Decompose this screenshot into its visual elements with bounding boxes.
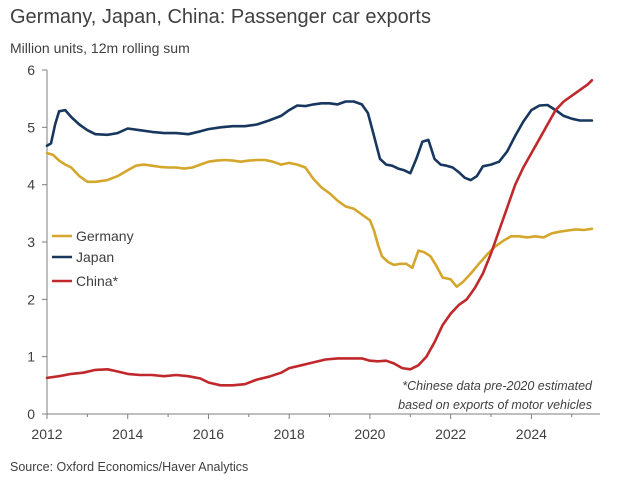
x-tick-label: 2024 — [516, 426, 547, 442]
x-tick-label: 2012 — [31, 426, 62, 442]
x-tick-label: 2020 — [354, 426, 385, 442]
annotation-line-2: based on exports of motor vehicles — [398, 398, 592, 412]
y-tick-label: 2 — [27, 291, 35, 307]
chart-legend: Germany Japan China* — [52, 228, 134, 289]
x-tick-label: 2016 — [193, 426, 224, 442]
legend-label-japan: Japan — [76, 249, 114, 265]
y-tick-label: 5 — [27, 119, 35, 135]
chart-subtitle: Million units, 12m rolling sum — [10, 40, 190, 56]
chart-title: Germany, Japan, China: Passenger car exp… — [10, 6, 431, 28]
y-tick-label: 6 — [27, 62, 35, 78]
x-tick-label: 2018 — [274, 426, 305, 442]
chart-annotation: *Chinese data pre-2020 estimated based o… — [398, 379, 593, 412]
chart-series-lines — [45, 79, 594, 387]
y-tick-label: 1 — [27, 349, 35, 365]
source-note: Source: Oxford Economics/Haver Analytics — [10, 460, 249, 474]
x-tick-label: 2022 — [435, 426, 466, 442]
series-line-china — [45, 79, 594, 387]
chart-axes: 0 1 2 3 4 5 6 2012 2014 2016 2018 2020 2022 2024 — [27, 62, 600, 442]
y-tick-label: 0 — [27, 406, 35, 422]
x-tick-label: 2014 — [112, 426, 143, 442]
y-tick-label: 3 — [27, 234, 35, 250]
legend-label-germany: Germany — [76, 228, 134, 244]
legend-label-china: China* — [76, 273, 119, 289]
y-tick-label: 4 — [27, 177, 35, 193]
series-line-germany — [45, 151, 594, 289]
annotation-line-1: *Chinese data pre-2020 estimated — [402, 379, 593, 393]
series-line-japan — [45, 100, 594, 182]
